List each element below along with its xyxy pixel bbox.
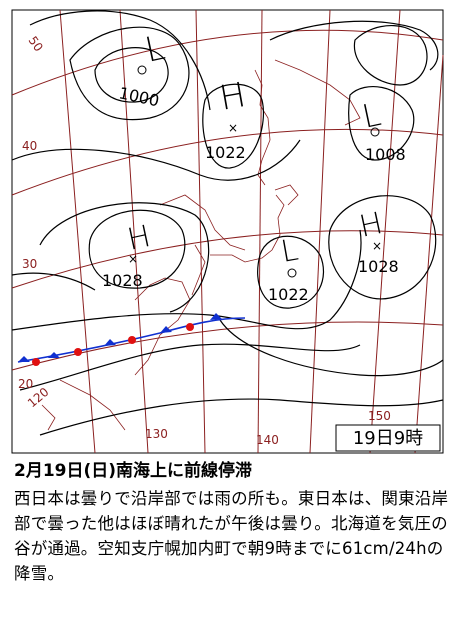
- coast-sakhalin: [254, 69, 271, 186]
- pressure-type: L: [278, 233, 301, 270]
- high-center-marker: ×: [128, 252, 138, 266]
- latitude-line: [11, 321, 444, 371]
- lon-label: 140: [256, 433, 279, 447]
- lon-label: 150: [368, 409, 391, 423]
- high-center-marker: ×: [372, 239, 382, 253]
- low-center-marker: [287, 268, 297, 278]
- pressure-value: 1028: [358, 257, 399, 276]
- coast-okhotsk: [274, 59, 361, 126]
- isobar: [39, 398, 444, 436]
- isobar: [202, 83, 264, 169]
- cold-front-triangle: [48, 352, 60, 358]
- weather-map-svg: L 1000 H × 1022 L 1008 H × 1028 L 1022 H…: [11, 9, 444, 454]
- lat-label: 40: [22, 139, 37, 153]
- cold-front-triangle: [160, 326, 172, 333]
- coast-korea-north: [159, 194, 246, 251]
- isobar: [348, 86, 415, 161]
- isobar: [219, 319, 444, 377]
- high-center-marker: ×: [228, 121, 238, 135]
- isobar: [29, 10, 211, 111]
- longitude-line: [414, 54, 444, 454]
- warm-front-semicircle: [32, 358, 40, 366]
- isobar: [11, 272, 96, 291]
- latitude-line: [11, 128, 444, 196]
- isobar: [39, 202, 210, 313]
- pressure-value: 1022: [268, 285, 309, 304]
- isobar: [94, 47, 169, 103]
- pressure-value: 1028: [102, 271, 143, 290]
- longitude-line: [369, 9, 401, 454]
- lat-label: 30: [22, 257, 37, 271]
- isobar: [88, 209, 186, 289]
- isobar: [69, 26, 190, 121]
- coast-korea: [191, 244, 206, 296]
- cold-front-triangle: [210, 313, 222, 320]
- longitude-line: [195, 9, 206, 454]
- coast-island: [41, 404, 56, 431]
- map-frame: [11, 9, 444, 454]
- isobar: [353, 25, 428, 86]
- caption-title: 2月19日(日)南海上に前線停滞: [14, 461, 253, 481]
- caption-body: 西日本は曇りで沿岸部では雨の所も。東日本は、関東沿岸部で曇った他はほぼ晴れたが午…: [14, 489, 449, 583]
- map-timestamp: 19日9時: [353, 428, 423, 449]
- isobars: [11, 10, 444, 436]
- weather-map: L 1000 H × 1022 L 1008 H × 1028 L 1022 H…: [11, 9, 444, 454]
- warm-front-semicircle: [74, 348, 82, 356]
- longitude-line: [119, 9, 149, 454]
- caption: 2月19日(日)南海上に前線停滞 西日本は曇りで沿岸部では雨の所も。東日本は、関…: [14, 458, 454, 586]
- coast-south: [59, 379, 126, 431]
- coast-japan: [210, 194, 285, 263]
- pressure-value: 1008: [365, 145, 406, 164]
- isobar: [257, 235, 325, 309]
- stationary-front: [17, 313, 246, 366]
- isobar: [19, 343, 361, 391]
- isobar: [269, 20, 439, 71]
- latitude-line: [11, 29, 444, 96]
- timestamp-box: [335, 424, 441, 452]
- low-center-marker: [137, 65, 147, 75]
- lon-label: 130: [145, 427, 168, 441]
- isobar: [11, 229, 362, 331]
- graticule: [11, 9, 444, 454]
- coast-hokkaido: [274, 184, 299, 206]
- pressure-value: 1022: [205, 143, 246, 162]
- isobar: [328, 195, 437, 300]
- cold-front-triangle: [104, 339, 116, 346]
- isobar: [11, 139, 301, 181]
- lat-label: 20: [18, 377, 33, 391]
- longitude-line: [309, 9, 331, 454]
- warm-front-semicircle: [186, 323, 194, 331]
- cold-front-triangle: [18, 356, 30, 362]
- low-center-marker: [370, 127, 380, 137]
- longitude-line: [59, 9, 96, 454]
- warm-front-semicircle: [128, 336, 136, 344]
